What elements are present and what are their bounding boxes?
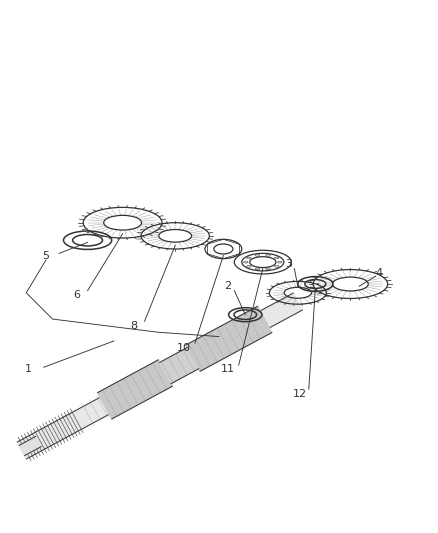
Text: 2: 2 — [224, 281, 231, 291]
Polygon shape — [98, 360, 173, 419]
Text: 12: 12 — [293, 389, 307, 399]
Ellipse shape — [266, 254, 270, 256]
Ellipse shape — [255, 254, 260, 256]
Ellipse shape — [244, 261, 248, 263]
Polygon shape — [19, 437, 41, 456]
Ellipse shape — [247, 257, 251, 259]
Ellipse shape — [278, 261, 282, 263]
Ellipse shape — [266, 268, 270, 270]
Text: 10: 10 — [177, 343, 191, 352]
Text: 1: 1 — [25, 365, 32, 374]
Polygon shape — [160, 348, 199, 384]
Text: 11: 11 — [221, 365, 235, 374]
Text: 3: 3 — [286, 260, 293, 269]
Text: 8: 8 — [130, 321, 137, 330]
Polygon shape — [18, 293, 302, 459]
Text: 4: 4 — [375, 268, 382, 278]
Ellipse shape — [274, 257, 279, 259]
Text: 5: 5 — [42, 251, 49, 261]
Ellipse shape — [247, 265, 251, 267]
Text: 6: 6 — [73, 290, 80, 300]
Ellipse shape — [255, 268, 260, 270]
Ellipse shape — [274, 265, 279, 267]
Polygon shape — [186, 306, 272, 372]
